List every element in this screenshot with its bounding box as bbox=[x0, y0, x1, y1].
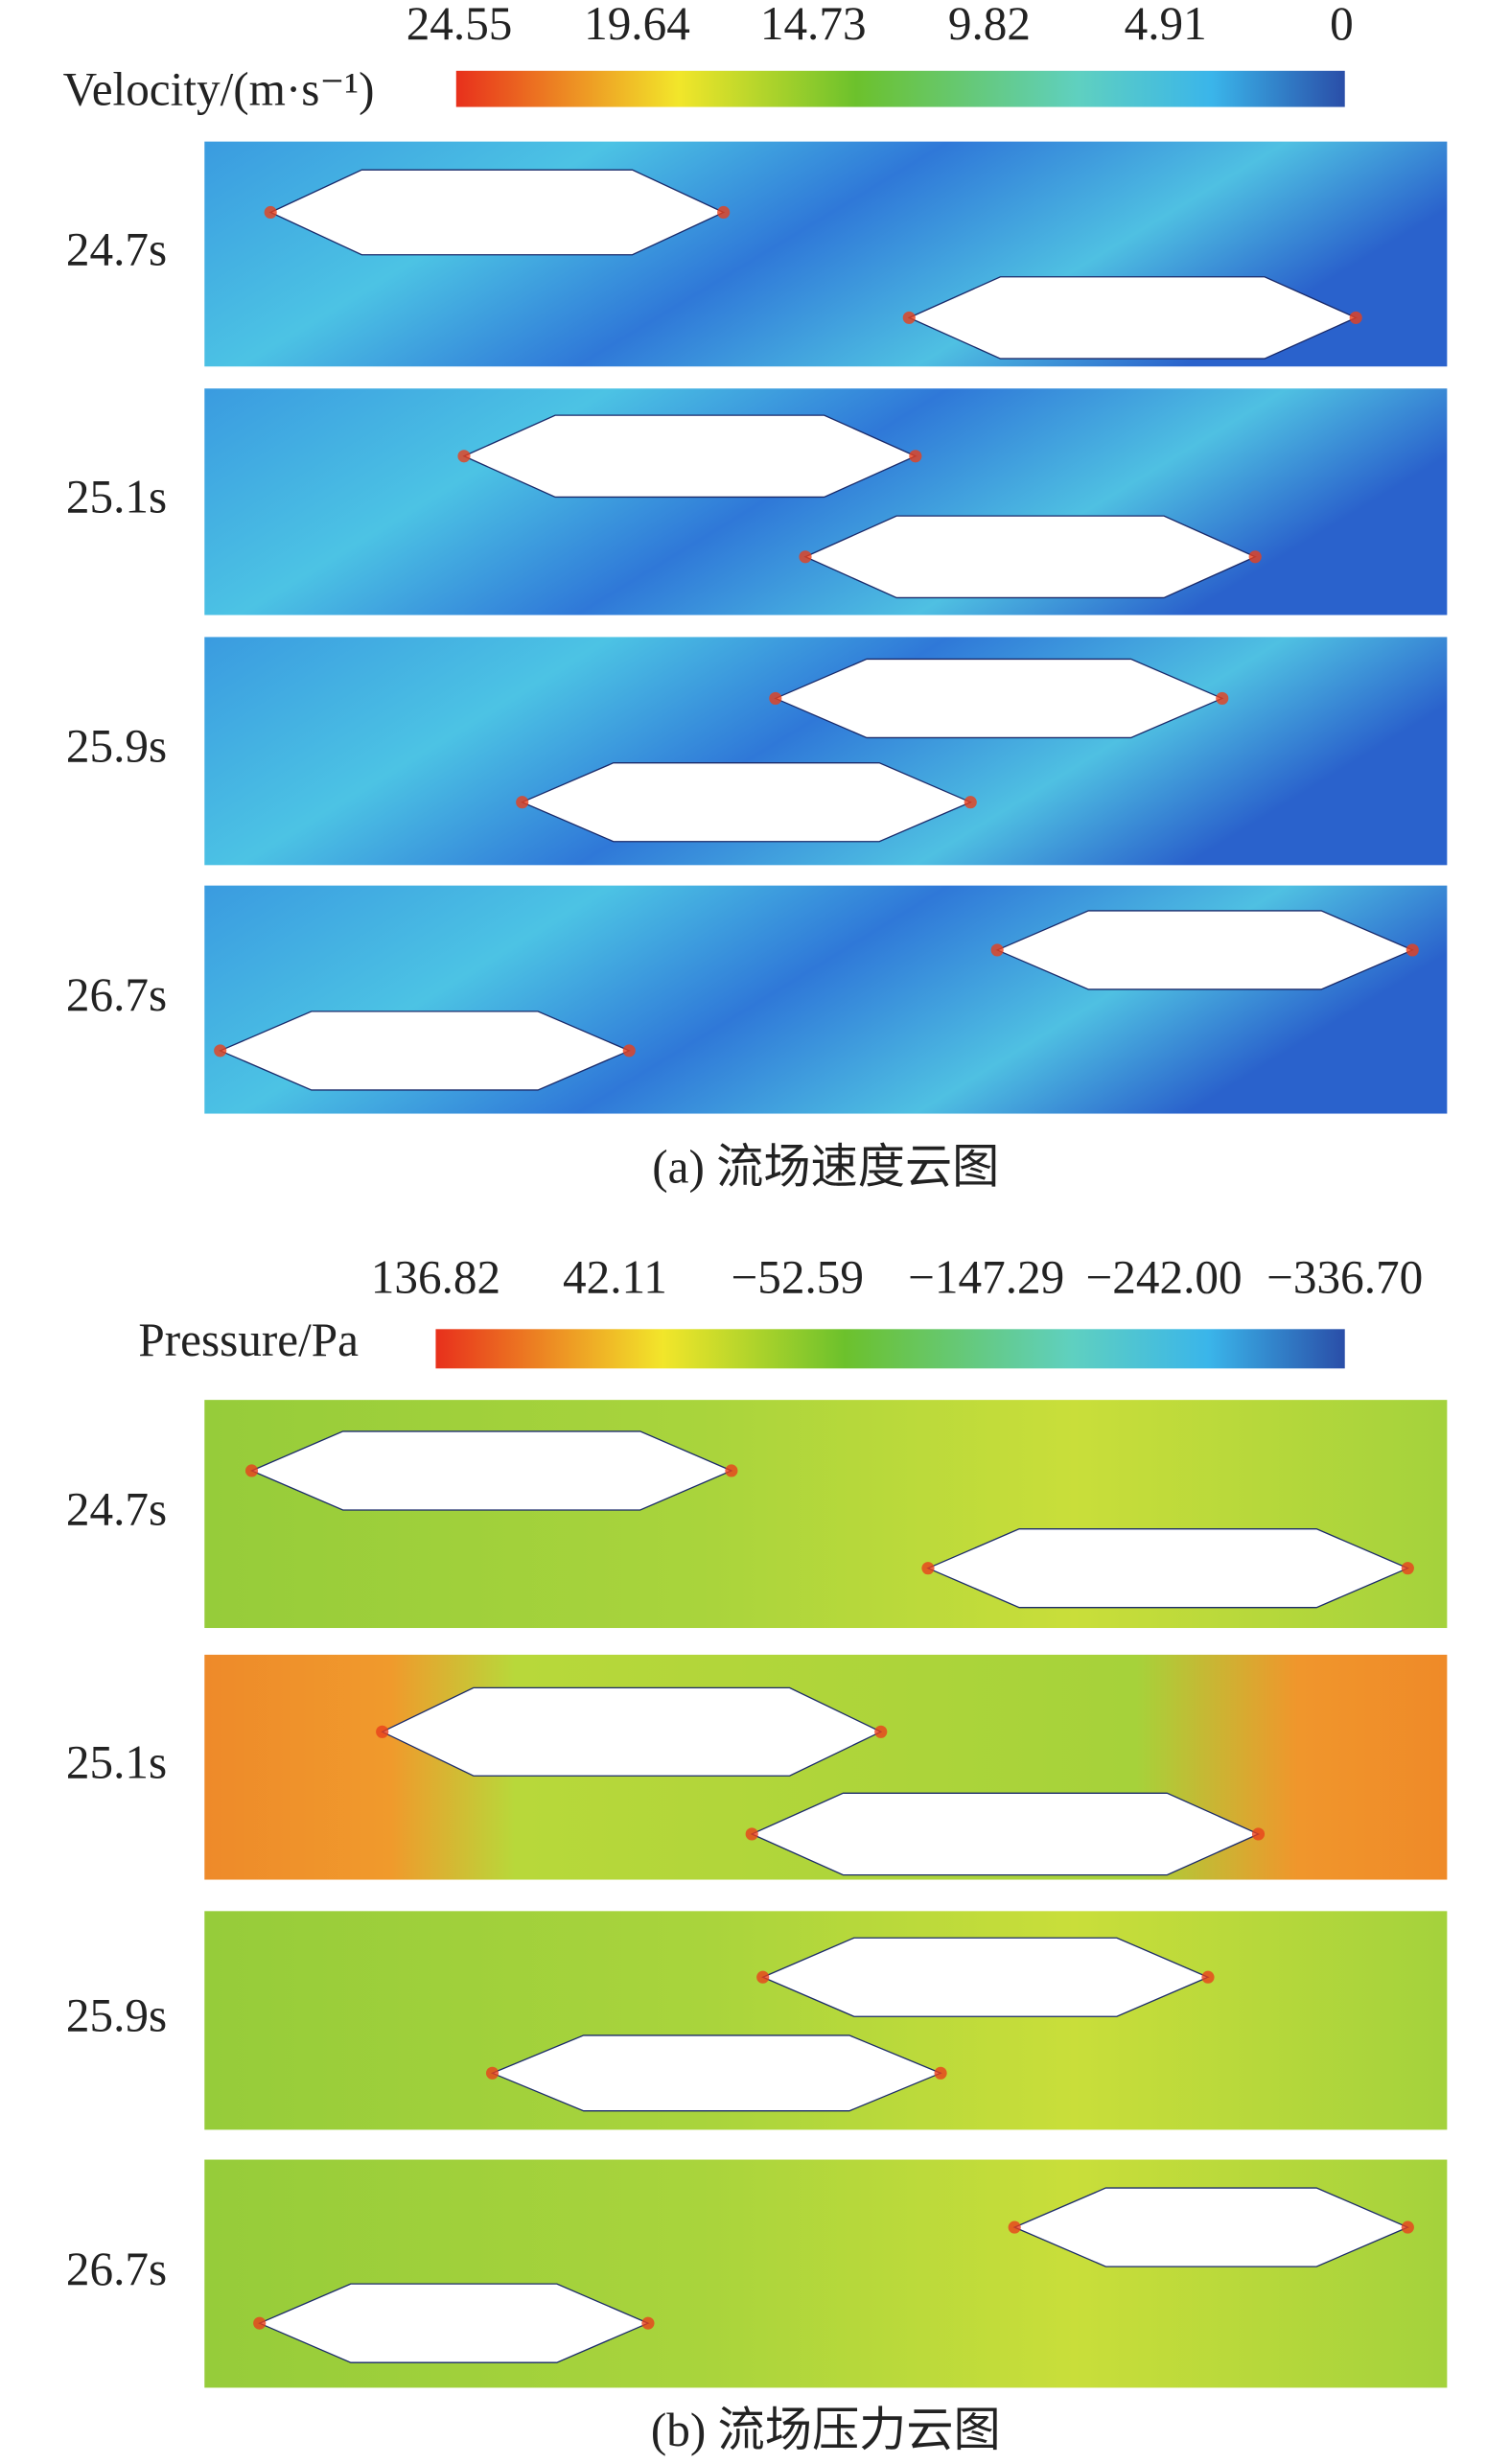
stagnation-point bbox=[516, 796, 529, 809]
time-label: 24.7s bbox=[66, 1482, 167, 1535]
stagnation-point bbox=[717, 205, 731, 220]
colorbar-tick-label: 0 bbox=[1330, 0, 1354, 50]
stagnation-point bbox=[376, 1725, 389, 1738]
stagnation-point bbox=[457, 450, 471, 463]
stagnation-point bbox=[1349, 311, 1362, 324]
stagnation-point bbox=[641, 2316, 655, 2330]
stagnation-point bbox=[990, 943, 1004, 957]
stagnation-point bbox=[622, 1044, 636, 1058]
stagnation-point bbox=[1405, 943, 1419, 957]
colorbar-tick-label: 42.11 bbox=[563, 1250, 667, 1303]
hexagon-body bbox=[774, 658, 1224, 739]
time-label: 25.1s bbox=[66, 471, 167, 523]
legend-title: Velocity/(m·s⁻¹) bbox=[63, 63, 375, 116]
stagnation-point bbox=[725, 1464, 738, 1477]
stagnation-point bbox=[874, 1725, 888, 1738]
stagnation-point bbox=[1248, 550, 1262, 564]
stagnation-point bbox=[909, 450, 922, 463]
colorbar-tick-label: 19.64 bbox=[584, 0, 690, 50]
stagnation-point bbox=[1216, 691, 1229, 705]
hexagon-body bbox=[381, 1686, 883, 1777]
stagnation-point bbox=[1008, 2220, 1021, 2234]
stagnation-point bbox=[1401, 2220, 1414, 2234]
stagnation-point bbox=[253, 2316, 267, 2330]
stagnation-point bbox=[934, 2066, 947, 2080]
hexagon-body bbox=[268, 169, 726, 256]
stagnation-point bbox=[1201, 1970, 1215, 1984]
hexagon-body bbox=[249, 1430, 733, 1511]
stagnation-point bbox=[902, 311, 916, 324]
stagnation-point bbox=[1251, 1827, 1266, 1841]
stagnation-point bbox=[745, 1827, 758, 1841]
caption: (a) 流场速度云图 bbox=[652, 1141, 999, 1194]
stagnation-point bbox=[769, 691, 782, 705]
colorbar-tick-label: 24.55 bbox=[407, 0, 513, 50]
colorbar-tick-label: −52.59 bbox=[732, 1250, 864, 1303]
stagnation-point bbox=[485, 2066, 499, 2080]
colorbar-tick-label: 9.82 bbox=[948, 0, 1031, 50]
stagnation-point bbox=[799, 550, 812, 564]
hexagon-body bbox=[521, 762, 972, 843]
hexagon-body bbox=[462, 414, 918, 499]
colorbar-tick-label: −336.70 bbox=[1266, 1250, 1423, 1303]
time-label: 26.7s bbox=[66, 2243, 167, 2295]
time-label: 25.1s bbox=[66, 1736, 167, 1789]
legend-title: Pressure/Pa bbox=[138, 1313, 359, 1366]
time-label: 26.7s bbox=[66, 968, 167, 1021]
stagnation-point bbox=[964, 796, 977, 809]
stagnation-point bbox=[1401, 1562, 1414, 1575]
colorbar bbox=[455, 70, 1345, 107]
time-label: 25.9s bbox=[66, 720, 167, 773]
colorbar-tick-label: −242.00 bbox=[1086, 1250, 1243, 1303]
time-label: 25.9s bbox=[66, 1989, 167, 2042]
time-label: 24.7s bbox=[66, 222, 167, 275]
colorbar-tick-label: 14.73 bbox=[760, 0, 867, 50]
colorbar-tick-label: 4.91 bbox=[1125, 0, 1207, 50]
colorbar bbox=[435, 1329, 1345, 1369]
hexagon-body bbox=[490, 2034, 942, 2112]
stagnation-point bbox=[921, 1562, 935, 1575]
hexagon-body bbox=[750, 1792, 1261, 1876]
stagnation-point bbox=[244, 1464, 259, 1477]
stagnation-point bbox=[264, 205, 277, 220]
stagnation-point bbox=[214, 1044, 227, 1058]
hexagon-body bbox=[907, 276, 1358, 360]
colorbar-tick-label: −147.29 bbox=[908, 1250, 1064, 1303]
hexagon-body bbox=[926, 1528, 1410, 1609]
hexagon-body bbox=[803, 515, 1257, 599]
caption: (b) 流场压力云图 bbox=[651, 2404, 1001, 2456]
hexagon-body bbox=[761, 1937, 1210, 2017]
colorbar-tick-label: 136.82 bbox=[371, 1250, 500, 1303]
stagnation-point bbox=[756, 1970, 770, 1984]
hexagon-body bbox=[995, 910, 1414, 990]
